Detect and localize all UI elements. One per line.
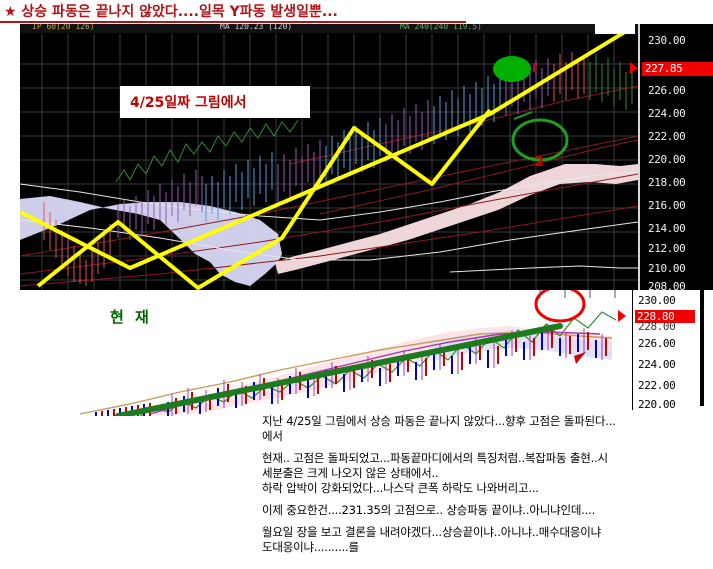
chart-top-header-strip: IP 60(20 126) MA 120.23 (120) MA 240(240…	[20, 24, 638, 33]
page-title-bar: ★ 상승 파동은 끝나지 않았다....일목 Y파동 발생일뿐...	[0, 0, 713, 24]
axis-right-border	[700, 290, 704, 406]
axis-label: 214.00	[648, 222, 686, 235]
text-line: 하락 압박이 강화되었다...나스닥 큰폭 하락도 나와버리고...	[262, 481, 539, 495]
axis-label: 222.00	[648, 130, 686, 143]
axis-label-obscured: 228.00	[638, 320, 676, 333]
text-line: 월요일 장을 보고 결론을 내려야겠다...상승끝이냐..아니냐..매수대응이냐	[262, 525, 602, 539]
chart-top-price-axis: 230.00 227.85 226.00 224.00 222.00 220.0…	[630, 24, 713, 290]
axis-label: 226.00	[648, 84, 686, 97]
chart-top-plot-area[interactable]: 2	[20, 24, 638, 290]
axis-label: 224.00	[638, 358, 676, 371]
axis-price-highlight: 227.85	[642, 62, 713, 76]
header-item-2: MA 240(240 119.5)	[400, 24, 482, 31]
svg-text:2: 2	[535, 155, 544, 170]
axis-label: 220.00	[648, 153, 686, 166]
green-dot-marker	[493, 56, 531, 82]
axis-label: 226.00	[638, 337, 676, 350]
text-line: 이제 중요한건....231.35의 고점으로.. 상승파동 끝이냐..아니냐인…	[262, 503, 596, 517]
axis-label: 222.00	[638, 379, 676, 392]
chart-bottom-price-axis: 230.00 228.80 228.00 226.00 224.00 222.0…	[618, 290, 713, 411]
chart-top-annotation-box: 4/25일짜 그림에서	[120, 86, 310, 118]
top-right-cover	[595, 24, 635, 34]
axis-label: 210.00	[648, 262, 686, 275]
green-circle-marker	[511, 118, 569, 162]
header-item-0: IP 60(20 126)	[32, 24, 95, 31]
chart-bottom-current[interactable]: 230.00 228.80 228.00 226.00 224.00 222.0…	[0, 290, 713, 416]
text-line: 현재.. 고점은 돌파되었고...파동끝마디에서의 특징처럼..복잡파동 출현.…	[262, 451, 608, 465]
left-margin-fill	[0, 24, 20, 290]
text-line: 에서	[262, 429, 283, 443]
commentary-text-block: 지난 4/25일 그림에서 상승 파동은 끝나지 않았다...향후 고점은 돌파…	[262, 414, 713, 555]
text-line: 도대응이냐..........를	[262, 540, 359, 554]
chart-bottom-canvas	[0, 290, 620, 416]
axis-label: 230.00	[648, 34, 686, 47]
axis-label: 212.00	[648, 242, 686, 255]
page-title: ★ 상승 파동은 끝나지 않았다....일목 Y파동 발생일뿐...	[4, 4, 338, 20]
header-item-1: MA 120.23 (120)	[220, 24, 293, 31]
text-line: 세분출은 크게 나오지 않은 상태에서..	[262, 466, 439, 480]
title-underline	[0, 21, 466, 23]
axis-separator	[632, 290, 633, 410]
chart-top-canvas: 2	[20, 24, 638, 290]
text-line: 지난 4/25일 그림에서 상승 파동은 끝나지 않았다...향후 고점은 돌파…	[262, 414, 616, 428]
axis-price-highlight: 228.80	[635, 310, 695, 323]
price-marker-arrow	[618, 310, 626, 322]
red-circle-marker	[534, 290, 586, 323]
axis-separator	[638, 24, 640, 290]
axis-label: 208.00	[648, 280, 686, 290]
price-marker-arrow	[630, 62, 638, 74]
axis-label: 216.00	[648, 199, 686, 212]
axis-label: 218.00	[648, 176, 686, 189]
axis-label: 224.00	[648, 107, 686, 120]
chart-top-annotation-text: 4/25일짜 그림에서	[130, 95, 247, 111]
chart-bottom-plot-area[interactable]	[0, 290, 620, 416]
axis-label: 220.00	[638, 398, 676, 411]
chart-top-0425[interactable]: 2 IP 60(20 126) MA 120.23 (120) MA 240(2…	[20, 24, 713, 290]
chart-bottom-annotation-text: 현 재	[110, 308, 152, 326]
green-trendline	[115, 323, 563, 416]
axis-label: 230.00	[638, 294, 676, 307]
